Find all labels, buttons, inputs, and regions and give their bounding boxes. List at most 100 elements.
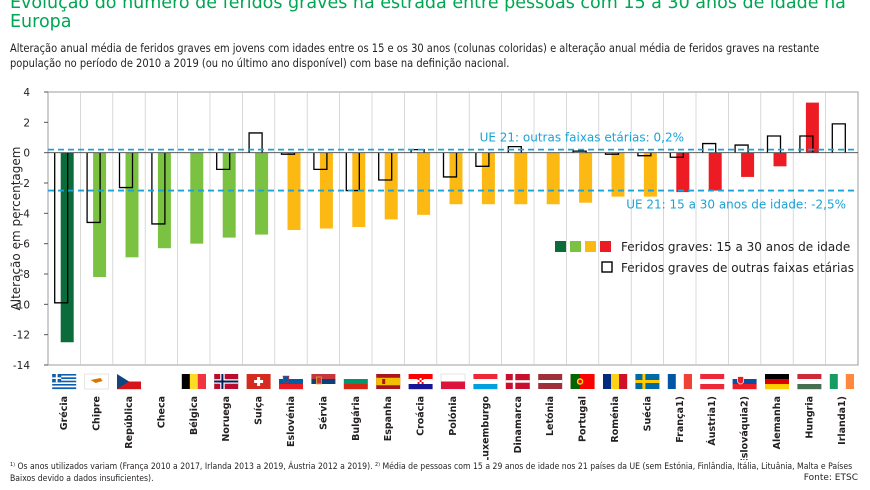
category-label: Sérvia	[318, 396, 329, 430]
flag-spain	[376, 374, 401, 389]
bar-15-30	[611, 152, 625, 197]
category-label: Eslováquia2)	[740, 396, 751, 460]
legend-swatch	[570, 241, 581, 252]
flag-cyprus	[84, 373, 109, 390]
plot-frame	[47, 91, 859, 366]
flag-austria	[700, 374, 725, 390]
bar-15-30	[676, 152, 690, 193]
y-tick-label: -6	[20, 239, 31, 251]
bar-other-ages	[216, 152, 231, 170]
bar-other-ages	[378, 152, 393, 181]
bar-other-ages	[248, 132, 263, 153]
y-tick-label: -2	[20, 178, 30, 190]
flag-serbia	[311, 374, 336, 390]
bar-other-ages	[572, 150, 587, 153]
bar-other-ages	[702, 142, 717, 153]
y-axis-label: Alteração em percentagem	[9, 147, 23, 311]
bar-other-ages	[118, 152, 134, 189]
bar-other-ages	[280, 152, 296, 155]
category-label: Luxemburgo	[480, 396, 491, 460]
bar-15-30	[190, 152, 204, 244]
flag-norway	[214, 374, 239, 389]
flag-greece	[52, 374, 77, 390]
flag-belgium	[181, 374, 206, 389]
flag-croatia	[408, 374, 433, 390]
bar-15-30	[708, 152, 722, 191]
flag-switzerland	[246, 374, 271, 389]
legend-label: Feridos graves: 15 a 30 anos de idade	[621, 240, 850, 254]
bar-other-ages	[766, 135, 782, 153]
bar-15-30	[579, 152, 593, 203]
bar-other-ages	[54, 152, 69, 304]
category-label: Eslovénia	[286, 396, 297, 447]
chart-title: Evolução do número de feridos graves na …	[10, 0, 846, 32]
flag-bulgaria	[343, 374, 368, 390]
category-label: Portugal	[578, 396, 589, 442]
category-label: Bélgica	[189, 396, 200, 435]
category-label: Croácia	[416, 396, 427, 436]
category-label: Hungria	[804, 396, 815, 439]
category-label: Áustria1)	[706, 396, 718, 446]
flag-romania	[603, 374, 628, 389]
category-label: Checa	[156, 396, 167, 428]
bar-other-ages	[669, 152, 684, 158]
bar-other-ages	[799, 135, 814, 153]
flag-sweden	[635, 374, 660, 389]
chart-subtitle: Alteração anual média de feridos graves …	[10, 41, 820, 70]
bar-15-30	[417, 152, 431, 215]
bar-other-ages	[637, 152, 652, 157]
category-label: Bulgária	[351, 396, 362, 441]
y-tick-label: 2	[23, 117, 30, 129]
category-label: Suíça	[254, 396, 265, 425]
y-tick-label: 0	[23, 148, 30, 160]
flag-hungary	[797, 374, 822, 390]
bar-15-30	[125, 152, 139, 258]
bar-other-ages	[410, 148, 425, 153]
category-label: Espanha	[383, 396, 394, 441]
bar-15-30	[255, 152, 269, 235]
bar-15-30	[773, 152, 787, 167]
flag-denmark	[505, 374, 530, 389]
bar-15-30	[643, 152, 657, 197]
bar-15-30	[222, 152, 236, 238]
category-label: Irlanda1)	[837, 396, 848, 445]
flag-france	[667, 374, 692, 389]
bar-other-ages	[86, 152, 101, 224]
y-tick-label: -4	[20, 208, 31, 220]
flag-latvia	[538, 374, 563, 389]
bar-15-30	[546, 152, 560, 205]
category-label: Letónia	[545, 396, 556, 436]
bar-other-ages	[831, 123, 846, 153]
legend-swatch	[585, 241, 596, 252]
footnote: ¹⁾ Os anos utilizados variam (França 201…	[10, 462, 853, 484]
bar-other-ages	[604, 152, 620, 155]
category-label: França1)	[675, 396, 686, 443]
y-tick-label: -12	[13, 330, 30, 342]
source-note: Fonte: ETSC	[803, 473, 858, 483]
flag-ireland	[829, 374, 854, 389]
category-label: Alemanha	[772, 396, 783, 449]
flag-germany	[765, 374, 789, 390]
bar-other-ages	[475, 152, 490, 167]
bar-15-30	[514, 152, 528, 205]
reference-label: UE 21: 15 a 30 anos de idade: -2,5%	[626, 198, 846, 212]
flag-slovenia	[279, 374, 303, 390]
legend-swatch-outline	[601, 261, 613, 273]
category-label: Suécia	[642, 396, 653, 431]
flag-slovakia	[732, 374, 757, 390]
chart-svg: 4 2 0 -2 -4 -6 -8 -10 -12 -14 Alteração em percent…	[9, 87, 859, 460]
flag-portugal	[570, 374, 595, 389]
category-label: Noruega	[221, 396, 232, 442]
category-label: República	[124, 396, 135, 449]
bar-15-30	[741, 152, 755, 177]
bar-15-30	[319, 152, 333, 229]
category-label: Chipre	[92, 396, 103, 431]
bar-15-30	[805, 102, 819, 153]
flag-poland	[440, 373, 466, 390]
legend-swatch	[555, 241, 566, 252]
y-tick-label: -14	[13, 360, 30, 372]
category-label: Dinamarca	[513, 396, 524, 453]
bar-other-ages	[313, 152, 328, 170]
category-label: Roménia	[610, 396, 621, 443]
bar-15-30	[384, 152, 398, 220]
